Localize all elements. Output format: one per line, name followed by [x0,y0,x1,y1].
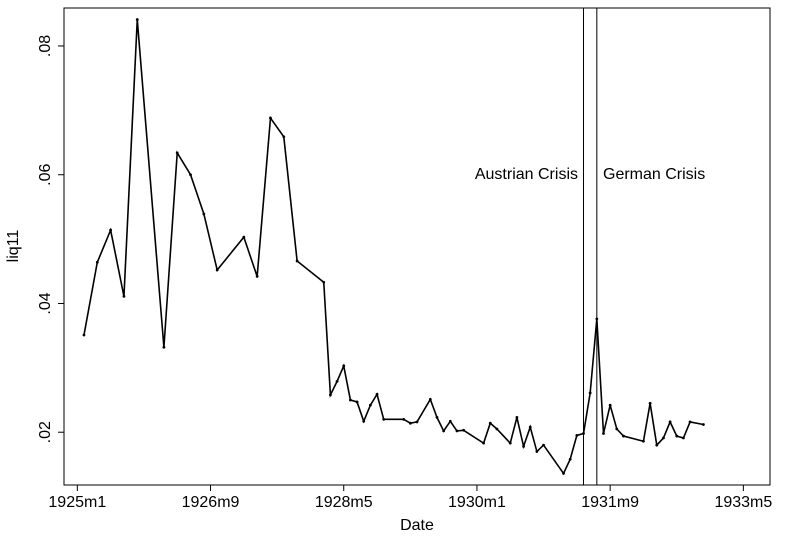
data-point [355,400,359,404]
data-point [95,260,99,264]
data-point [602,432,605,435]
data-point [608,403,612,407]
data-point [348,398,352,402]
data-point [675,434,679,438]
data-point [668,420,672,424]
plot-frame [63,7,771,486]
data-point [375,392,379,396]
y-tick-label: .04 [37,292,54,314]
data-point [175,151,179,155]
data-point [335,379,339,383]
data-point [455,429,459,433]
annotation: German Crisis [603,166,705,183]
data-point [642,439,645,443]
x-tick-label: 1926m9 [182,494,240,511]
data-point [415,420,419,424]
x-tick-label: 1928m5 [315,494,373,511]
data-point [575,434,579,437]
data-point [588,391,592,395]
data-point [428,397,432,401]
annotation: Austrian Crisis [475,166,578,183]
data-point [402,417,406,421]
data-point [408,421,412,425]
x-tick-label: 1933m5 [714,494,772,511]
data-point [535,450,539,453]
data-point [162,345,166,349]
data-point [582,432,585,435]
data-point [508,441,512,445]
data-point [255,275,259,278]
data-point [382,417,386,421]
x-tick-label: 1931m9 [581,494,639,511]
data-point [615,427,619,431]
data-point [202,212,206,216]
y-tick-label: .08 [37,35,54,57]
data-point [482,441,486,445]
y-axis-label: liq11 [5,230,22,263]
data-point [622,434,625,438]
data-point [269,116,272,120]
data-point [495,427,499,431]
data-point [488,421,492,425]
data-point [688,420,692,424]
data-point [82,333,86,337]
y-tick-label: .02 [37,421,54,443]
data-point [368,403,372,407]
data-line [83,19,704,475]
data-point [522,444,525,448]
data-point [648,401,652,405]
data-point [595,317,599,321]
data-point [515,416,519,419]
data-point [242,235,246,239]
data-point [122,294,126,298]
y-tick-label: .06 [37,164,54,186]
data-point [435,416,439,419]
x-axis-label: Date [400,517,434,534]
data-point [542,443,545,447]
data-point [568,457,572,461]
data-point [189,173,192,177]
data-point [295,259,299,263]
data-point [322,280,326,284]
data-point [682,436,685,440]
data-point [448,419,452,423]
data-point [528,425,532,429]
data-point [342,364,346,368]
data-point [329,393,332,397]
data-point [135,18,139,21]
data-point [109,228,113,232]
data-point [462,428,466,432]
x-tick-label: 1930m1 [448,494,506,511]
data-point [362,419,366,423]
data-point [662,436,665,440]
data-point [655,443,659,447]
data-point [442,429,446,433]
data-point [215,268,219,272]
data-point [701,423,705,426]
data-point [562,472,565,475]
x-tick-label: 1925m1 [48,494,106,511]
data-point [282,135,286,139]
